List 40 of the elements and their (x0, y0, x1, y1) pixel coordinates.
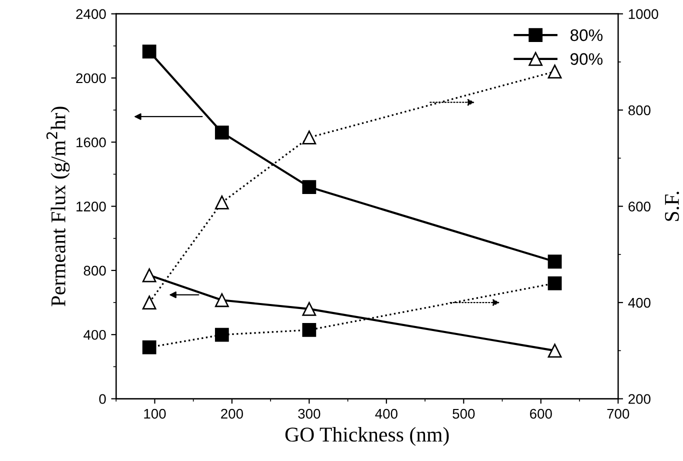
y-tick-label: 1600 (76, 137, 106, 148)
point (548, 344, 562, 358)
y2-tick-label: 400 (628, 298, 650, 308)
point (548, 254, 562, 269)
point (214, 293, 229, 308)
y-tick-label: 2400 (76, 9, 106, 19)
point (548, 276, 562, 290)
x-tick-label: 700 (607, 408, 630, 419)
x-tick-label: 500 (452, 408, 475, 419)
y2-tick-label: 200 (628, 394, 650, 404)
point (142, 340, 156, 354)
point (142, 44, 156, 58)
y-tick-label: 0 (99, 394, 106, 404)
legend-label: 90% (570, 53, 603, 65)
point (302, 323, 316, 337)
x-axis-title: GO Thickness (nm) (285, 426, 449, 446)
x-tick-label: 100 (144, 408, 166, 419)
point (548, 64, 562, 79)
point (302, 302, 316, 316)
x-tick-label: 300 (298, 408, 320, 419)
y2-tick-label: 1000 (628, 9, 658, 19)
x-tick-label: 400 (375, 408, 398, 419)
y-tick-label: 1200 (76, 202, 106, 212)
y-axis-title: Permeant Flux (g/m$^{2}$hr) (46, 106, 70, 306)
y2-axis-title: S.F. (664, 192, 680, 221)
legend-label: 80% (570, 29, 603, 42)
point (214, 196, 229, 210)
y-tick-label: 400 (84, 330, 106, 340)
point (214, 328, 229, 342)
point (142, 268, 156, 282)
x-tick-label: 200 (221, 408, 243, 419)
x-tick-label: 600 (530, 408, 552, 419)
point (142, 296, 156, 310)
point (302, 130, 316, 144)
point (214, 126, 229, 140)
y2-tick-label: 600 (628, 202, 650, 212)
y-tick-label: 2000 (76, 73, 106, 84)
y2-tick-label: 800 (628, 105, 650, 116)
y-tick-label: 800 (84, 266, 106, 276)
point (302, 180, 316, 194)
